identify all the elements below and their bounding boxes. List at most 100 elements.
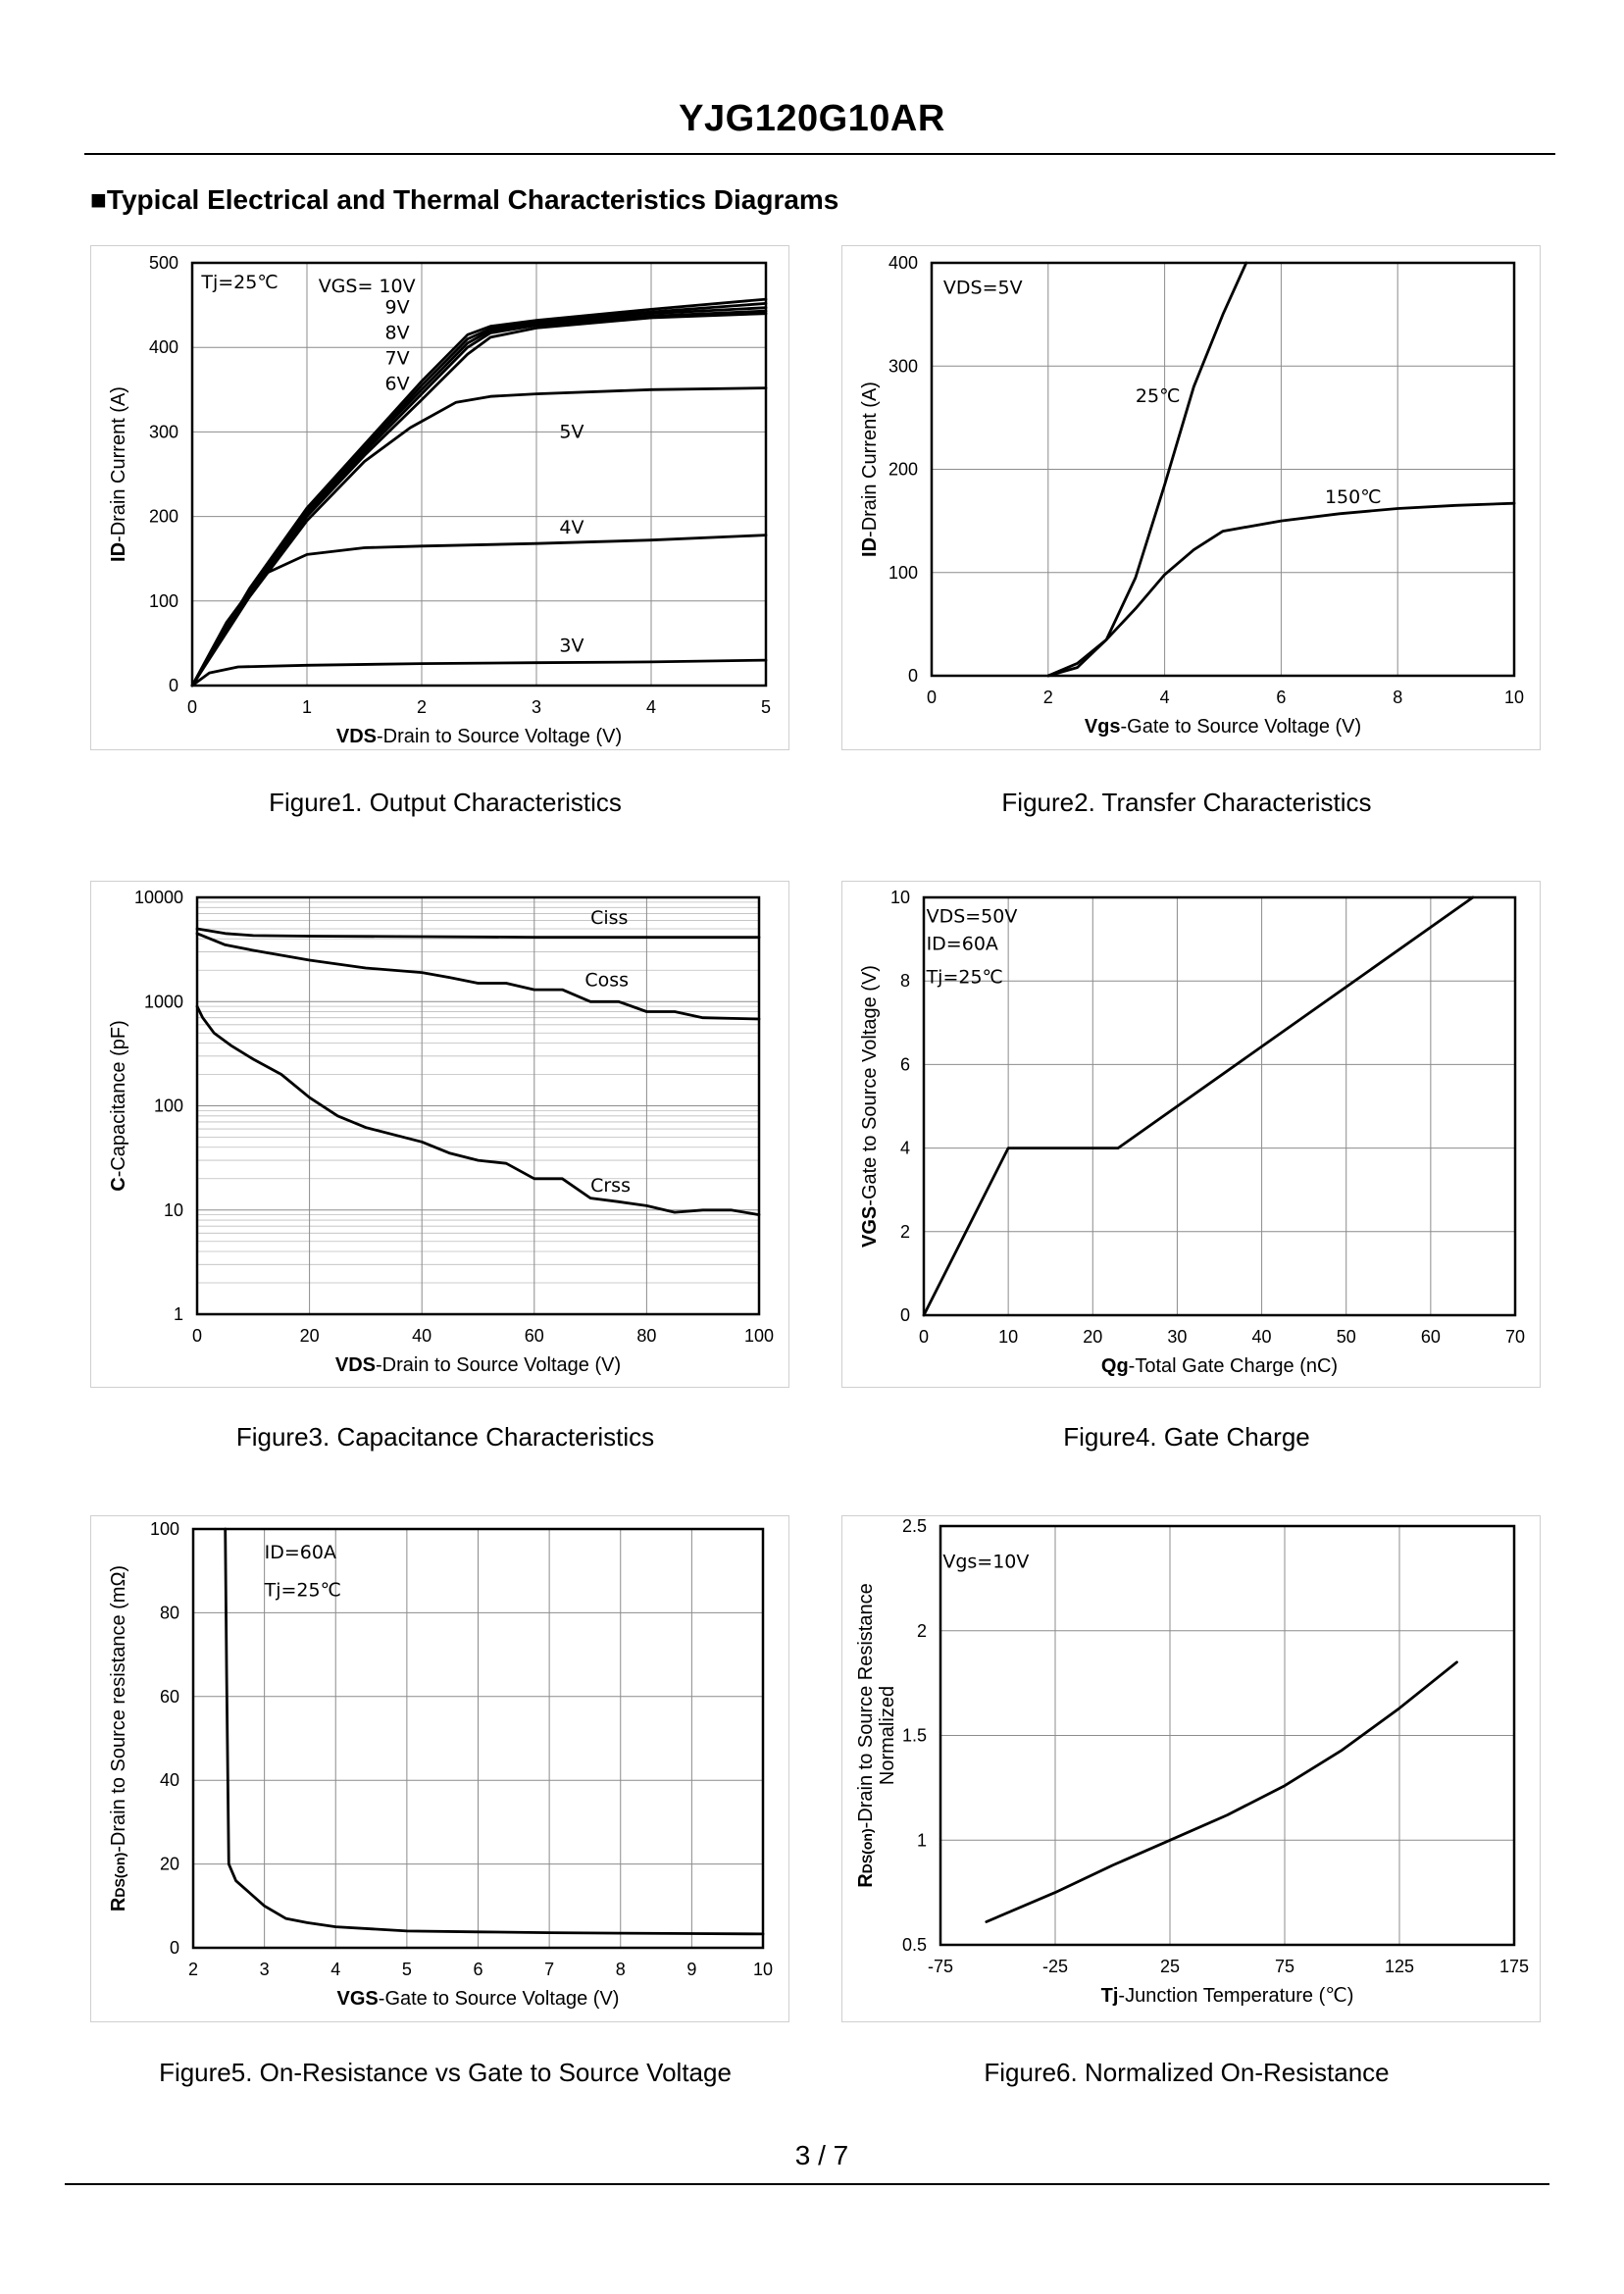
fig1-annotation-v3: 3V xyxy=(559,636,584,657)
fig4-x-tick-label: 60 xyxy=(1421,1327,1441,1347)
fig5-y-axis-label: RDS(on)-Drain to Source resistance (mΩ) xyxy=(108,1565,129,1912)
fig6-y-tick-label: 1 xyxy=(917,1830,927,1850)
fig6-x-tick-label: 125 xyxy=(1385,1957,1414,1976)
fig3-y-tick-label: 10 xyxy=(164,1200,183,1220)
fig1-series-8v xyxy=(190,306,768,688)
fig5-series-rdson xyxy=(224,1527,765,1936)
fig3-series-ciss xyxy=(195,927,761,939)
fig6-x-tick-label: 175 xyxy=(1499,1957,1529,1976)
fig4-x-tick-label: 20 xyxy=(1083,1327,1102,1347)
fig3-y-tick-label: 1 xyxy=(174,1304,183,1324)
fig1-x-tick-label: 0 xyxy=(187,697,197,717)
fig3-y-tick-label: 100 xyxy=(154,1096,183,1116)
figure5-panel: 2 3 4 5 6 7 8 9 10 0 20 40 60 80 100 ID=60A Tj=25℃ VGS-Ga… xyxy=(90,1515,789,2022)
figure1-caption: Figure1. Output Characteristics xyxy=(269,788,622,817)
fig2-x-tick-label: 2 xyxy=(1043,688,1053,707)
page-number: 3 / 7 xyxy=(794,2140,849,2170)
figure3-panel: 0 20 40 60 80 100 1 10 100 1000 10000 Ciss Coss Crss V… xyxy=(90,881,789,1388)
fig1-y-tick-label: 400 xyxy=(149,337,178,357)
fig1-series-4v xyxy=(190,534,768,688)
fig1-annotation-vgs: VGS= 10V xyxy=(319,276,416,297)
fig5-x-tick-label: 3 xyxy=(260,1960,270,1979)
fig4-y-tick-label: 10 xyxy=(890,888,910,907)
fig3-y-axis-label-text: -Capacitance (pF) xyxy=(108,1020,129,1177)
fig4-annotation-id: ID=60A xyxy=(927,933,998,954)
fig6-y-tick-label: 0.5 xyxy=(902,1935,927,1955)
fig1-annotation-v4: 4V xyxy=(559,517,584,538)
fig1-x-axis-label: VDS-Drain to Source Voltage (V) xyxy=(336,726,622,747)
fig1-series-5v xyxy=(190,386,768,688)
fig4-x-tick-label: 0 xyxy=(919,1327,929,1347)
fig3-plot-frame xyxy=(195,895,761,1316)
fig5-x-tick-label: 5 xyxy=(402,1960,412,1979)
figure4-panel: 0 10 20 30 40 50 60 70 0 2 4 6 8 10 VDS=50V ID=60A Tj=25… xyxy=(841,881,1541,1388)
fig5-y-tick-label: 80 xyxy=(160,1603,179,1622)
fig4-y-tick-label: 0 xyxy=(900,1305,910,1325)
fig4-y-tick-label: 6 xyxy=(900,1054,910,1074)
fig6-svg: -75 -25 25 75 125 175 0.5 1 1.5 2 2.5 Vgs=10V Tj-Jun… xyxy=(855,1516,1529,2007)
fig2-y-tick-label: 400 xyxy=(888,253,918,273)
fig4-annotation-vds: VDS=50V xyxy=(927,906,1018,928)
fig1-annotation-v5: 5V xyxy=(559,421,584,442)
fig1-series-3v xyxy=(190,658,768,688)
fig3-annotation-crss: Crss xyxy=(590,1175,631,1197)
fig1-annotation-v6: 6V xyxy=(385,373,410,394)
fig5-annotation-tj: Tj=25℃ xyxy=(264,1579,341,1601)
fig3-x-axis-label: VDS-Drain to Source Voltage (V) xyxy=(335,1354,621,1376)
fig1-x-tick-label: 2 xyxy=(417,697,427,717)
fig3-series-crss xyxy=(195,1004,761,1216)
fig5-x-tick-label: 9 xyxy=(686,1960,696,1979)
fig2-y-tick-label: 100 xyxy=(888,563,918,583)
fig6-y-tick-label: 2 xyxy=(917,1621,927,1641)
fig4-x-tick-label: 50 xyxy=(1337,1327,1356,1347)
fig2-x-tick-label: 8 xyxy=(1393,688,1402,707)
fig5-x-tick-label: 10 xyxy=(753,1960,773,1979)
fig4-x-axis-label-symbol: Qg xyxy=(1101,1355,1129,1377)
fig6-plot-frame xyxy=(939,1524,1516,1947)
fig3-y-axis-label: C-Capacitance (pF) xyxy=(108,1020,129,1192)
fig2-x-tick-label: 6 xyxy=(1276,688,1286,707)
fig2-series-25 xyxy=(1046,261,1248,678)
fig2-x-axis-label-symbol: Vgs xyxy=(1085,716,1121,738)
fig1-y-tick-label: 200 xyxy=(149,507,178,527)
fig3-x-axis-label-symbol: VDS xyxy=(335,1354,376,1376)
fig3-annotation-ciss: Ciss xyxy=(590,907,628,929)
fig6-y-axis-label: RDS(on)-Drain to Source Resistance xyxy=(855,1583,877,1887)
fig3-series-coss xyxy=(195,932,761,1021)
fig3-y-axis-label-symbol: C xyxy=(108,1177,129,1191)
fig2-x-tick-label: 10 xyxy=(1504,688,1524,707)
fig5-y-tick-label: 0 xyxy=(170,1938,179,1958)
fig5-x-tick-label: 8 xyxy=(616,1960,626,1979)
fig6-y-axis-label-line2: Normalized xyxy=(877,1686,898,1785)
fig3-x-axis-label-text: -Drain to Source Voltage (V) xyxy=(376,1354,621,1376)
figure2-caption: Figure2. Transfer Characteristics xyxy=(1001,788,1372,817)
fig2-annotation-vds: VDS=5V xyxy=(943,278,1023,299)
fig1-annotation-v8: 8V xyxy=(385,323,410,344)
fig2-x-axis-label-text: -Gate to Source Voltage (V) xyxy=(1121,716,1362,738)
fig5-x-axis-label-symbol: VGS xyxy=(337,1988,379,2010)
fig1-x-tick-label: 3 xyxy=(532,697,541,717)
fig2-annotation-t150: 150℃ xyxy=(1325,486,1382,508)
fig3-y-tick-label: 10000 xyxy=(134,888,183,907)
fig6-x-axis-label-text: -Junction Temperature (℃) xyxy=(1118,1985,1353,2007)
fig4-y-axis-label-text: -Gate to Source Voltage (V) xyxy=(859,965,881,1206)
fig2-y-tick-label: 300 xyxy=(888,356,918,376)
figure1-panel: 0 1 2 3 4 5 0 100 200 300 400 500 Tj=25℃ VGS= 10V 9V 8V… xyxy=(90,245,789,750)
fig1-series-6v xyxy=(190,312,768,688)
fig3-y-tick-label: 1000 xyxy=(144,992,183,1011)
fig1-y-tick-label: 300 xyxy=(149,422,178,441)
fig6-x-axis-label: Tj-Junction Temperature (℃) xyxy=(1101,1985,1354,2007)
fig6-y-axis-label-text: -Drain to Source Resistance xyxy=(855,1583,877,1828)
fig1-y-tick-label: 500 xyxy=(149,253,178,273)
footer-rule xyxy=(65,2183,1549,2185)
fig1-x-tick-label: 4 xyxy=(646,697,656,717)
fig1-y-axis-label: ID-Drain Current (A) xyxy=(108,386,129,562)
fig1-x-axis-label-text: -Drain to Source Voltage (V) xyxy=(377,726,622,747)
fig5-y-axis-label-text: -Drain to Source resistance (mΩ) xyxy=(108,1565,129,1853)
fig5-x-axis-label-text: -Gate to Source Voltage (V) xyxy=(379,1988,620,2010)
fig5-y-tick-label: 20 xyxy=(160,1855,179,1874)
fig6-x-axis-label-symbol: Tj xyxy=(1101,1985,1119,2007)
fig4-x-tick-label: 40 xyxy=(1252,1327,1272,1347)
fig4-x-axis-label: Qg-Total Gate Charge (nC) xyxy=(1101,1355,1338,1377)
